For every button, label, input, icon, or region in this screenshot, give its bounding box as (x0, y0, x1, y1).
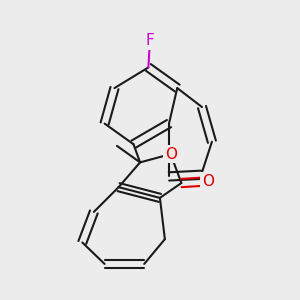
Text: O: O (165, 147, 177, 162)
Text: O: O (202, 174, 214, 189)
Text: F: F (146, 33, 154, 48)
